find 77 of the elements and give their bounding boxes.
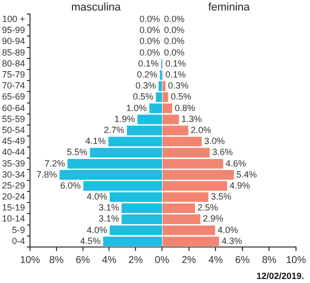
data-label: 0.0% bbox=[139, 25, 160, 36]
data-label: 0.0% bbox=[164, 25, 185, 36]
y-tick-label: 30-34 bbox=[2, 169, 26, 180]
x-tick-label: 0% bbox=[154, 254, 170, 266]
data-label: 4.0% bbox=[86, 224, 108, 235]
x-tick-label: 4% bbox=[208, 254, 223, 266]
data-label: 0.2% bbox=[136, 70, 158, 80]
y-tick-label: 95-99 bbox=[2, 25, 26, 36]
y-tick-label: 75-79 bbox=[2, 70, 26, 80]
data-label: 4.0% bbox=[86, 192, 108, 202]
y-tick-label: 100 + bbox=[2, 14, 26, 24]
data-label: 4.0% bbox=[218, 224, 238, 235]
text: masculina bbox=[71, 2, 122, 14]
y-tick-label: 60-64 bbox=[2, 102, 26, 113]
data-label: 0.8% bbox=[174, 102, 196, 113]
y-tick-label: 50-54 bbox=[2, 124, 26, 135]
data-label: 7.2% bbox=[44, 158, 65, 168]
data-label: 0.5% bbox=[170, 92, 192, 102]
data-label: 7.8% bbox=[36, 169, 58, 180]
data-label: 5.5% bbox=[66, 147, 88, 158]
text: 12/02/2019. bbox=[256, 270, 304, 281]
data-label: 4.9% bbox=[230, 180, 250, 190]
data-label: 4.5% bbox=[80, 236, 101, 246]
data-label: 0.3% bbox=[168, 80, 189, 91]
data-label: 4.1% bbox=[85, 136, 106, 146]
data-label: 4.3% bbox=[222, 236, 242, 246]
data-label: 2.5% bbox=[198, 202, 218, 213]
y-tick-label: 70-74 bbox=[2, 80, 26, 91]
data-label: 1.9% bbox=[114, 114, 135, 124]
data-label: 2.0% bbox=[190, 124, 212, 135]
data-label: 3.5% bbox=[210, 192, 232, 202]
x-tick-label: 6% bbox=[235, 254, 250, 266]
data-label: 1.3% bbox=[181, 114, 202, 124]
y-tick-label: 65-69 bbox=[2, 92, 26, 102]
data-label: 0.3% bbox=[136, 80, 156, 91]
x-tick-label: 2% bbox=[128, 254, 143, 266]
data-label: 3.6% bbox=[212, 147, 233, 158]
x-tick-label: 8% bbox=[49, 254, 64, 266]
data-label: 2.7% bbox=[104, 124, 124, 135]
y-tick-label: 45-49 bbox=[2, 136, 26, 146]
y-tick-label: 55-59 bbox=[2, 114, 26, 124]
data-label: 0.1% bbox=[165, 58, 186, 68]
y-tick-label: 0-4 bbox=[12, 236, 26, 246]
data-label: 0.1% bbox=[138, 58, 159, 68]
data-label: 3.1% bbox=[98, 214, 120, 224]
x-tick-label: 8% bbox=[262, 254, 277, 266]
x-tick-label: 6% bbox=[76, 254, 90, 266]
data-label: 0.0% bbox=[164, 36, 185, 46]
data-label: 3.0% bbox=[204, 136, 225, 146]
x-tick-label: 2% bbox=[182, 254, 196, 266]
y-tick-label: 90-94 bbox=[2, 36, 26, 46]
data-label: 1.0% bbox=[126, 102, 147, 113]
data-label: 6.0% bbox=[60, 180, 81, 190]
data-label: 4.6% bbox=[226, 158, 246, 168]
y-tick-label: 5-9 bbox=[12, 224, 26, 235]
y-tick-label: 20-24 bbox=[2, 192, 26, 202]
x-tick-label: 10% bbox=[286, 254, 306, 266]
x-tick-label: 10% bbox=[20, 254, 40, 266]
data-label: 0.0% bbox=[139, 47, 160, 58]
y-tick-label: 25-29 bbox=[2, 180, 26, 190]
y-tick-label: 35-39 bbox=[2, 158, 26, 168]
y-tick-label: 80-84 bbox=[2, 58, 26, 68]
data-label: 5.4% bbox=[236, 169, 257, 180]
data-label: 2.9% bbox=[202, 214, 224, 224]
data-label: 0.0% bbox=[139, 14, 160, 24]
y-tick-label: 15-19 bbox=[2, 202, 26, 213]
y-tick-label: 85-89 bbox=[2, 47, 26, 58]
data-label: 0.1% bbox=[165, 70, 186, 80]
y-tick-label: 40-44 bbox=[2, 147, 26, 158]
x-tick-label: 4% bbox=[102, 254, 117, 266]
data-label: 0.0% bbox=[164, 47, 185, 58]
data-label: 0.0% bbox=[139, 36, 160, 46]
y-tick-label: 10-14 bbox=[2, 214, 26, 224]
data-label: 0.5% bbox=[132, 92, 154, 102]
data-label: 3.1% bbox=[98, 202, 120, 213]
data-label: 0.0% bbox=[164, 14, 185, 24]
text: feminina bbox=[208, 2, 251, 14]
